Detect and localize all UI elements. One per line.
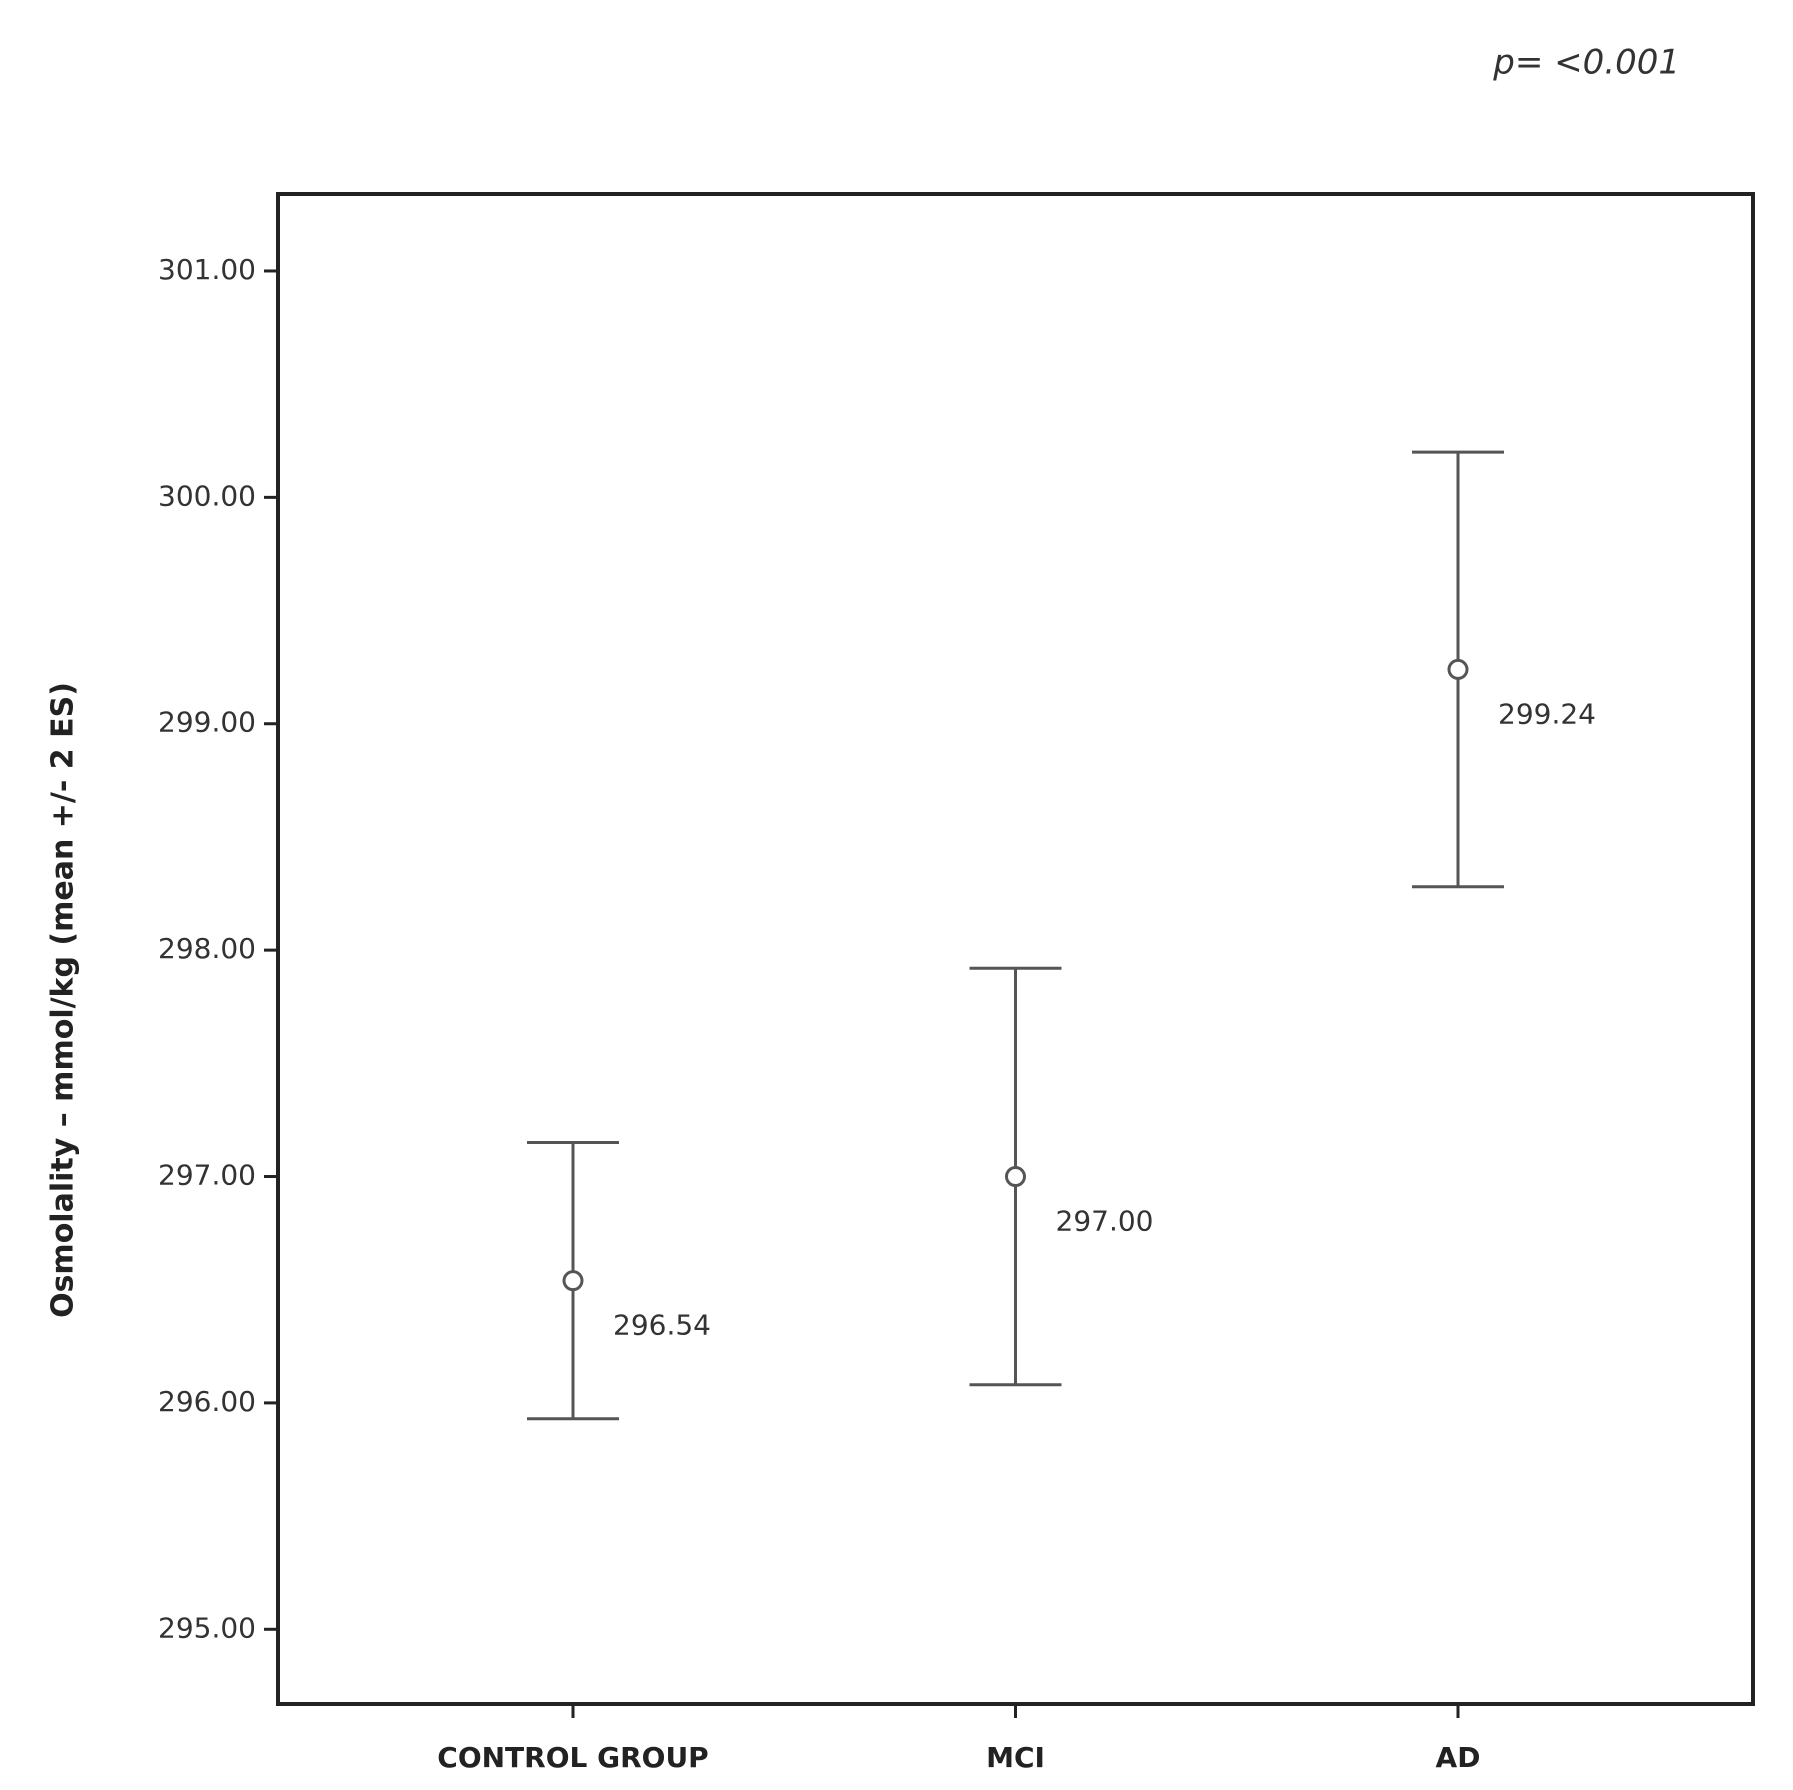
mean-point [1005,1166,1026,1188]
y-tick-label: 300.00 [158,479,256,512]
annotation: p= <0.001 [1492,43,1680,83]
x-tick-label: MCI [986,1741,1045,1774]
y-axis-label: Osmolality – mmol/kg (mean +/- 2 ES) [46,682,81,1318]
y-tick-label: 297.00 [158,1159,256,1192]
mean-point [562,1270,584,1292]
plot-frame [276,192,1755,1706]
y-tick-label: 301.00 [158,253,256,286]
y-tick-label: 295.00 [158,1611,256,1644]
y-tick-label: 298.00 [158,932,256,965]
y-tick-label: 299.00 [158,706,256,739]
x-tick-label: CONTROL GROUP [437,1741,708,1774]
value-label: 299.24 [1498,697,1596,730]
x-tick-label: AD [1436,1741,1481,1774]
value-label: 296.54 [613,1309,711,1342]
mean-point [1447,658,1469,680]
value-label: 297.00 [1056,1205,1154,1238]
y-tick-label: 296.00 [158,1385,256,1418]
